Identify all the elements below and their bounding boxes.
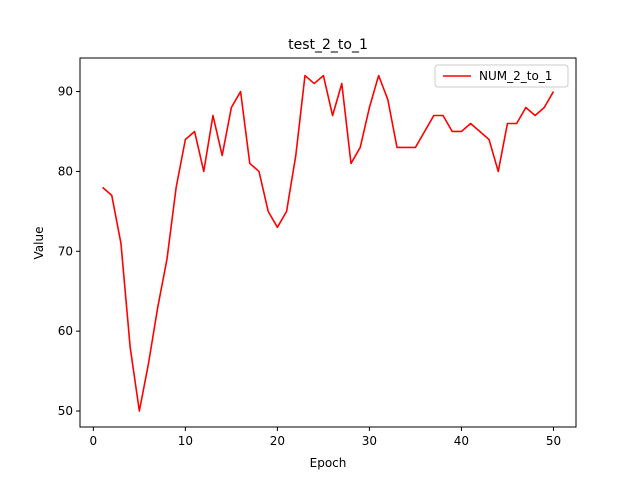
y-tick-label: 60 bbox=[58, 324, 73, 338]
legend-label: NUM_2_to_1 bbox=[479, 69, 552, 83]
x-tick-label: 30 bbox=[362, 434, 377, 448]
x-axis-label: Epoch bbox=[310, 456, 347, 470]
y-tick-label: 70 bbox=[58, 244, 73, 258]
y-tick-label: 50 bbox=[58, 404, 73, 418]
y-axis-label: Value bbox=[32, 227, 46, 260]
chart-title: test_2_to_1 bbox=[288, 37, 368, 53]
x-tick-label: 0 bbox=[90, 434, 98, 448]
x-tick-label: 50 bbox=[546, 434, 561, 448]
y-tick-label: 80 bbox=[58, 164, 73, 178]
series-line-0 bbox=[102, 74, 555, 412]
y-tick-label: 90 bbox=[58, 85, 73, 99]
legend-box bbox=[434, 64, 569, 88]
legend: NUM_2_to_1 bbox=[434, 64, 569, 88]
x-tick-label: 40 bbox=[454, 434, 469, 448]
x-tick-label: 20 bbox=[270, 434, 285, 448]
plot-frame bbox=[79, 57, 577, 428]
x-tick-label: 10 bbox=[178, 434, 193, 448]
